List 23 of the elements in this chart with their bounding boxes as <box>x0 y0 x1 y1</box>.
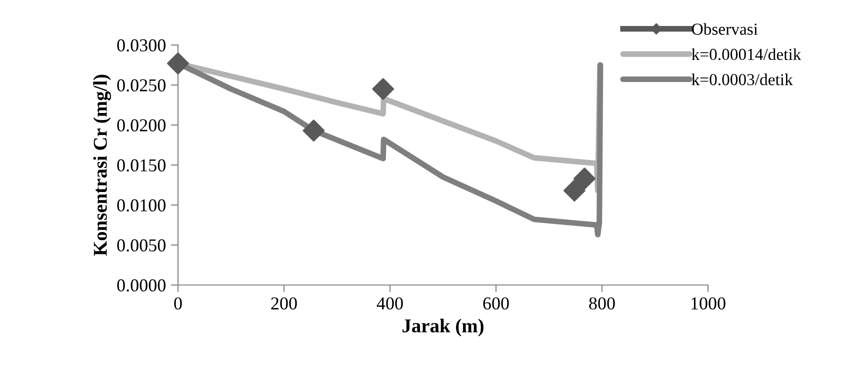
y-tick-label: 0.0150 <box>117 159 166 172</box>
x-tick-label: 800 <box>589 297 615 310</box>
point <box>372 78 394 100</box>
x-axis-title: Jarak (m) <box>402 318 484 336</box>
point <box>302 120 325 142</box>
point <box>167 52 189 74</box>
point <box>574 168 596 190</box>
x-tick-label: 600 <box>483 297 509 310</box>
y-tick-label: 0.0250 <box>117 79 166 92</box>
y-tick-label: 0.0200 <box>117 119 166 132</box>
x-tick-label: 1000 <box>692 297 726 310</box>
point <box>563 180 586 202</box>
y-tick-label: 0.0100 <box>117 199 166 212</box>
y-axis-title: Konsentrasi Cr (mg/l) <box>93 74 111 256</box>
x-tick-label: 400 <box>376 297 403 310</box>
x-tick-label: 0 <box>174 297 182 310</box>
y-tick-label: 0.0300 <box>117 39 166 52</box>
y-tick-label: 0.0000 <box>117 279 166 292</box>
legend-label: k=0.0003/detik <box>692 74 793 86</box>
legend-label: k=0.00014/detik <box>692 48 802 60</box>
x-tick-label: 200 <box>271 297 297 310</box>
y-tick-label: 0.0050 <box>117 239 166 252</box>
legend-label: Observasi <box>692 23 758 35</box>
